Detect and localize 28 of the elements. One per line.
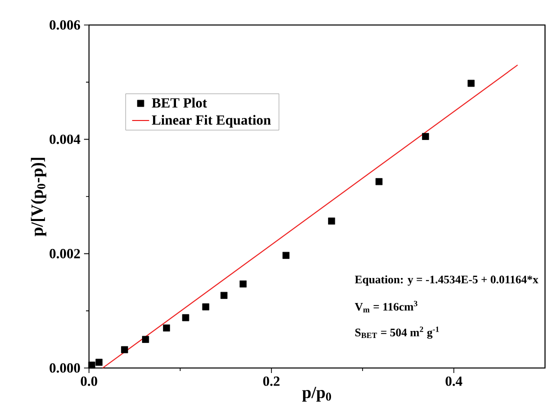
x-tick-label: 0.2 — [263, 376, 280, 386]
legend-label: Linear Fit Equation — [152, 114, 271, 128]
point — [328, 218, 336, 225]
point — [88, 362, 96, 369]
y-axis-title: p/[V(p$_{0}$-p)] — [30, 158, 46, 236]
y-tick-label: 0.000 — [50, 363, 80, 373]
point — [182, 314, 190, 322]
legend-label: BET Plot — [152, 98, 208, 108]
x-axis-title: p/p$_{0}$ — [302, 386, 332, 402]
point — [376, 178, 383, 186]
y-tick-label: 0.002 — [50, 248, 80, 258]
point — [142, 336, 150, 343]
x-tick-label: 0.0 — [80, 376, 98, 386]
annotation: S$_{BET}$ = 504 m$^{2}$ g$^{-1}$ — [355, 326, 439, 339]
annotation: Equation: y = -1.4534E-5 + 0.01164*x — [354, 275, 538, 286]
point — [202, 303, 210, 310]
point — [422, 132, 430, 140]
y-tick-label: 0.006 — [50, 20, 80, 30]
point — [121, 346, 128, 354]
annotation: V$_{m}$ = 116cm$^{3}$ — [354, 300, 418, 312]
y-tick-label: 0.004 — [50, 134, 80, 144]
point — [240, 280, 247, 288]
point — [163, 324, 170, 332]
point — [96, 358, 103, 366]
x-tick-label: 0.4 — [446, 376, 462, 386]
point — [468, 80, 475, 87]
point — [282, 252, 290, 259]
point — [220, 292, 228, 299]
